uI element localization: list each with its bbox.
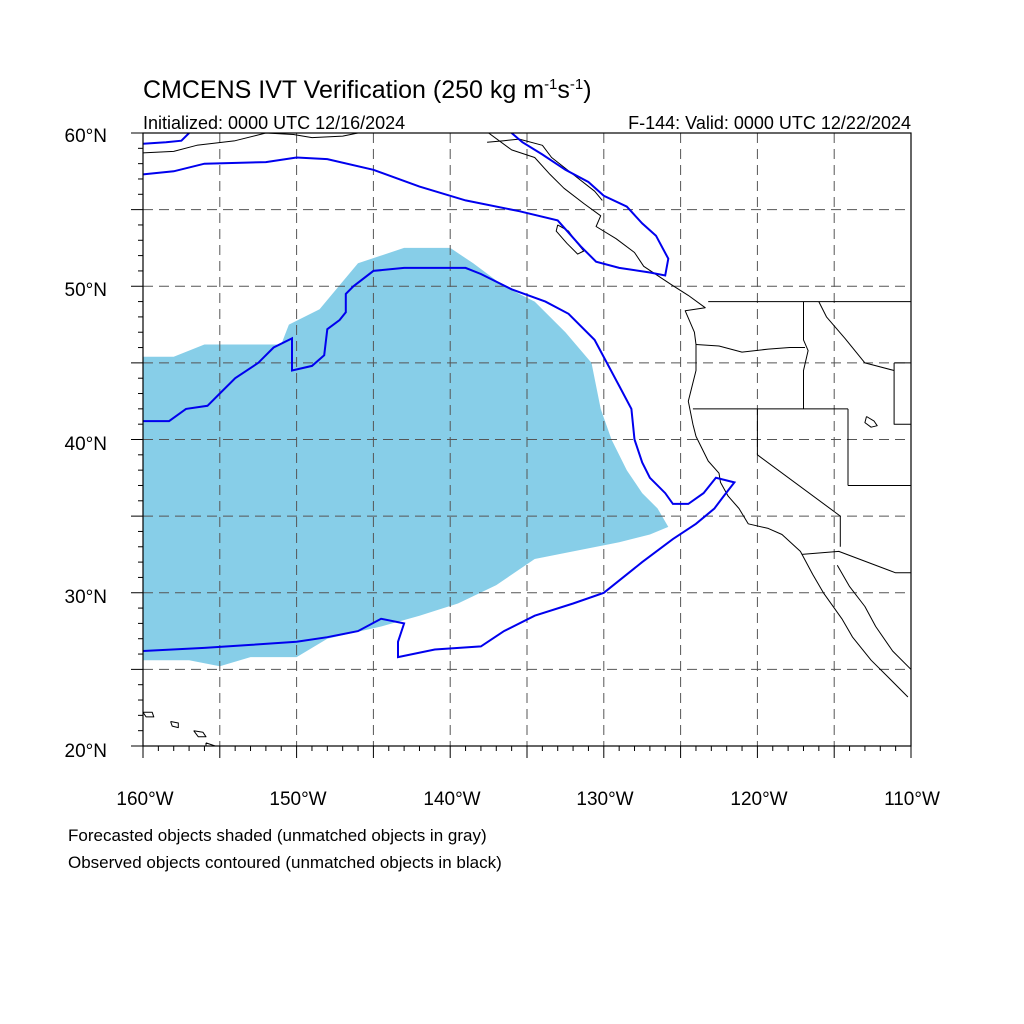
observed-caption: Observed objects contoured (unmatched ob… xyxy=(68,853,502,872)
observed-ivt-object-alaska xyxy=(143,133,190,145)
lat-label-20n: 20°N xyxy=(65,741,107,762)
valid-time: F-144: Valid: 0000 UTC 12/22/2024 xyxy=(628,113,911,133)
great-salt-lake xyxy=(864,416,878,428)
map-panel xyxy=(143,133,911,746)
coastline-gulf-of-california xyxy=(836,564,911,670)
lat-label-30n: 30°N xyxy=(65,587,107,608)
border-us-mexico xyxy=(801,550,911,574)
hawaii-oahu xyxy=(170,721,179,729)
border-washington-oregon xyxy=(695,344,805,353)
latitude-labels: 20°N 30°N 40°N 50°N 60°N xyxy=(65,126,107,762)
lon-label-110w: 110°W xyxy=(884,789,940,810)
lat-label-50n: 50°N xyxy=(65,280,107,301)
lon-label-130w: 130°W xyxy=(576,789,633,810)
lat-label-60n: 60°N xyxy=(65,126,107,147)
observed-objects-layer xyxy=(143,133,737,659)
lon-label-150w: 150°W xyxy=(269,789,326,810)
forecast-objects-layer xyxy=(143,247,669,667)
forecast-ivt-object xyxy=(143,247,669,667)
axis-ticks xyxy=(131,132,912,758)
coastlines-and-borders xyxy=(143,133,911,746)
figure-title: CMCENS IVT Verification (250 kg m-1s-1) xyxy=(143,76,592,104)
border-alaska-canada xyxy=(487,138,603,201)
observed-ivt-object-north xyxy=(143,133,670,277)
lon-label-160w: 160°W xyxy=(116,789,173,810)
border-idaho-west xyxy=(803,301,809,409)
lon-label-140w: 140°W xyxy=(423,789,480,810)
initialized-time: Initialized: 0000 UTC 12/16/2024 xyxy=(143,113,405,133)
observed-ivt-object-main xyxy=(143,266,737,659)
longitude-labels: 160°W 150°W 140°W 130°W 120°W 110°W xyxy=(116,789,940,810)
coastline-alaska-south xyxy=(143,133,359,154)
hawaii-maui xyxy=(193,730,207,738)
border-nevada xyxy=(756,408,841,547)
gridlines xyxy=(143,133,911,746)
border-montana-idaho xyxy=(818,301,895,371)
hawaii-islands xyxy=(143,711,155,718)
coastline-north-america xyxy=(488,133,909,698)
border-wyoming xyxy=(893,362,911,425)
lat-label-40n: 40°N xyxy=(65,434,107,455)
forecast-caption: Forecasted objects shaded (unmatched obj… xyxy=(68,826,487,845)
lon-label-120w: 120°W xyxy=(730,789,787,810)
